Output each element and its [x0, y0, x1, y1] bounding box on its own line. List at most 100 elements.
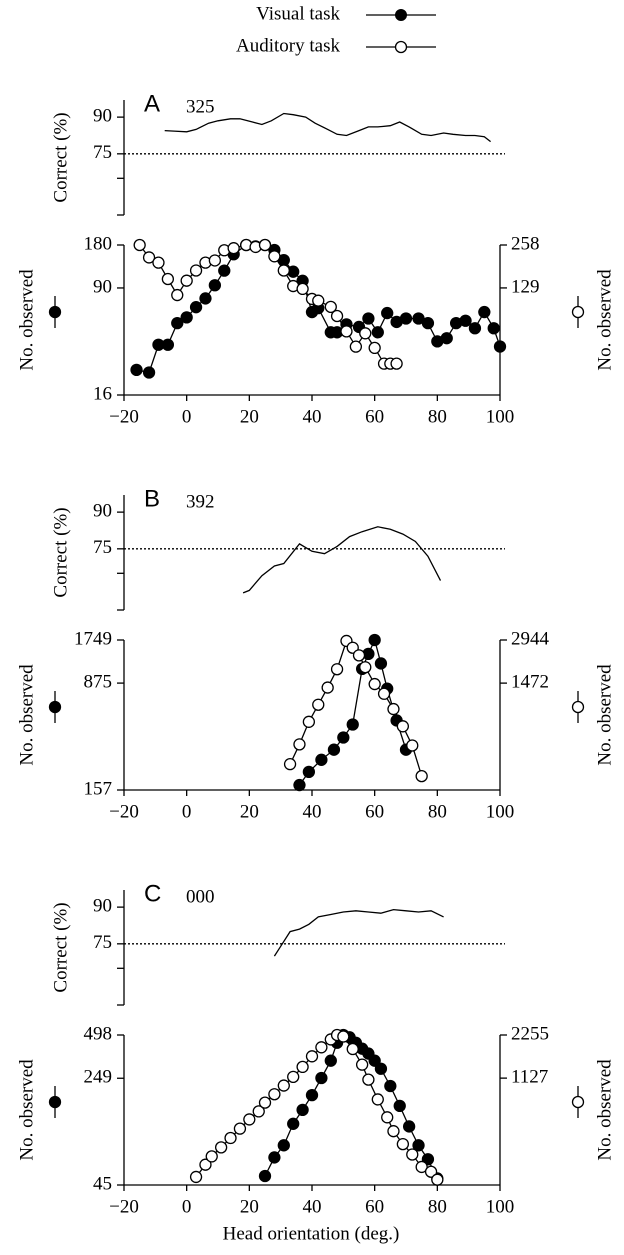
axis-symbol-marker	[571, 700, 585, 714]
x-tick-label: 20	[240, 406, 259, 427]
y-tick-label: 90	[93, 500, 112, 521]
data-point	[371, 326, 384, 339]
y-tick-label: 157	[84, 778, 113, 799]
x-tick-label: 80	[428, 1196, 447, 1217]
annotation: 000	[186, 886, 215, 907]
data-point	[346, 718, 359, 731]
data-point	[293, 738, 306, 751]
data-point	[459, 314, 472, 327]
data-point	[199, 1158, 212, 1171]
y-tick-label: 75	[93, 537, 112, 558]
x-tick-label: 40	[303, 1196, 322, 1217]
data-point	[287, 1117, 300, 1130]
data-point	[374, 1062, 388, 1075]
data-point	[312, 698, 325, 711]
series-line	[273, 908, 444, 957]
data-point	[277, 1139, 290, 1152]
data-point	[493, 340, 507, 353]
data-point	[359, 661, 372, 674]
data-point	[355, 1058, 369, 1071]
data-point	[258, 1169, 272, 1183]
data-point	[296, 282, 309, 296]
data-point	[277, 264, 290, 277]
data-point	[130, 363, 143, 377]
panel-label: B	[144, 485, 160, 512]
data-point	[368, 633, 381, 647]
y2-tick-label: 1127	[511, 1066, 548, 1087]
data-point	[396, 1137, 410, 1151]
data-point	[315, 1071, 328, 1085]
data-point	[412, 1139, 425, 1152]
data-point	[440, 332, 453, 345]
data-point	[415, 1160, 428, 1174]
annotation: 392	[186, 491, 215, 512]
data-point	[218, 264, 231, 277]
x-tick-label: 60	[365, 801, 384, 822]
data-point	[224, 1131, 237, 1145]
axis-symbol-marker	[48, 700, 62, 714]
data-point	[258, 238, 272, 252]
data-point	[180, 274, 193, 287]
axis-symbol-marker	[571, 305, 585, 319]
data-point	[406, 1148, 419, 1161]
legend-marker	[395, 9, 407, 21]
x-tick-label: 60	[365, 1196, 384, 1217]
data-point	[327, 743, 341, 756]
series-line	[164, 112, 491, 143]
data-point	[152, 256, 165, 269]
y-axis-label: Correct (%)	[50, 902, 71, 992]
data-point	[384, 1079, 397, 1093]
data-point	[352, 649, 366, 662]
data-point	[227, 242, 240, 255]
y-tick-label: 875	[84, 671, 113, 692]
data-point	[296, 1060, 309, 1074]
y-tick-label: 498	[84, 1023, 113, 1044]
data-point	[161, 272, 175, 286]
data-point	[233, 1122, 247, 1135]
data-point	[337, 1030, 350, 1043]
y2-tick-label: 1472	[511, 671, 549, 692]
data-point	[268, 1151, 281, 1164]
x-tick-label: 100	[486, 1196, 515, 1217]
data-point	[396, 720, 410, 733]
data-point	[368, 1054, 381, 1067]
x-tick-label: 40	[303, 801, 322, 822]
data-point	[315, 753, 328, 766]
legend-marker	[394, 40, 408, 54]
x-tick-label: 80	[428, 406, 447, 427]
data-point	[305, 1050, 319, 1063]
data-point	[415, 769, 428, 783]
x-tick-label: 20	[240, 801, 259, 822]
x-tick-label: −20	[109, 406, 139, 427]
y-axis-label: Correct (%)	[50, 112, 71, 202]
data-point	[208, 279, 222, 292]
data-point	[381, 306, 394, 320]
x-tick-label: 100	[486, 801, 515, 822]
data-point	[330, 309, 344, 323]
data-point	[387, 702, 400, 716]
data-point	[305, 1088, 319, 1102]
x-tick-label: 80	[428, 801, 447, 822]
y2-tick-label: 2944	[511, 628, 550, 649]
data-point	[189, 1170, 203, 1184]
axis-symbol-marker	[571, 1095, 585, 1109]
data-point	[189, 301, 203, 314]
y-tick-label: 180	[84, 233, 113, 254]
data-point	[214, 1141, 228, 1154]
data-point	[387, 1125, 400, 1138]
data-point	[205, 1150, 218, 1163]
data-point	[171, 288, 184, 302]
data-point	[268, 250, 281, 263]
data-point	[252, 1105, 265, 1118]
data-point	[393, 1099, 406, 1112]
x-tick-label: 100	[486, 406, 515, 427]
data-point	[142, 366, 156, 379]
data-point	[258, 1096, 272, 1109]
data-point	[340, 325, 353, 338]
y-tick-label: 75	[93, 142, 112, 163]
data-point	[374, 657, 388, 670]
data-point	[302, 715, 316, 728]
data-point	[349, 340, 363, 353]
